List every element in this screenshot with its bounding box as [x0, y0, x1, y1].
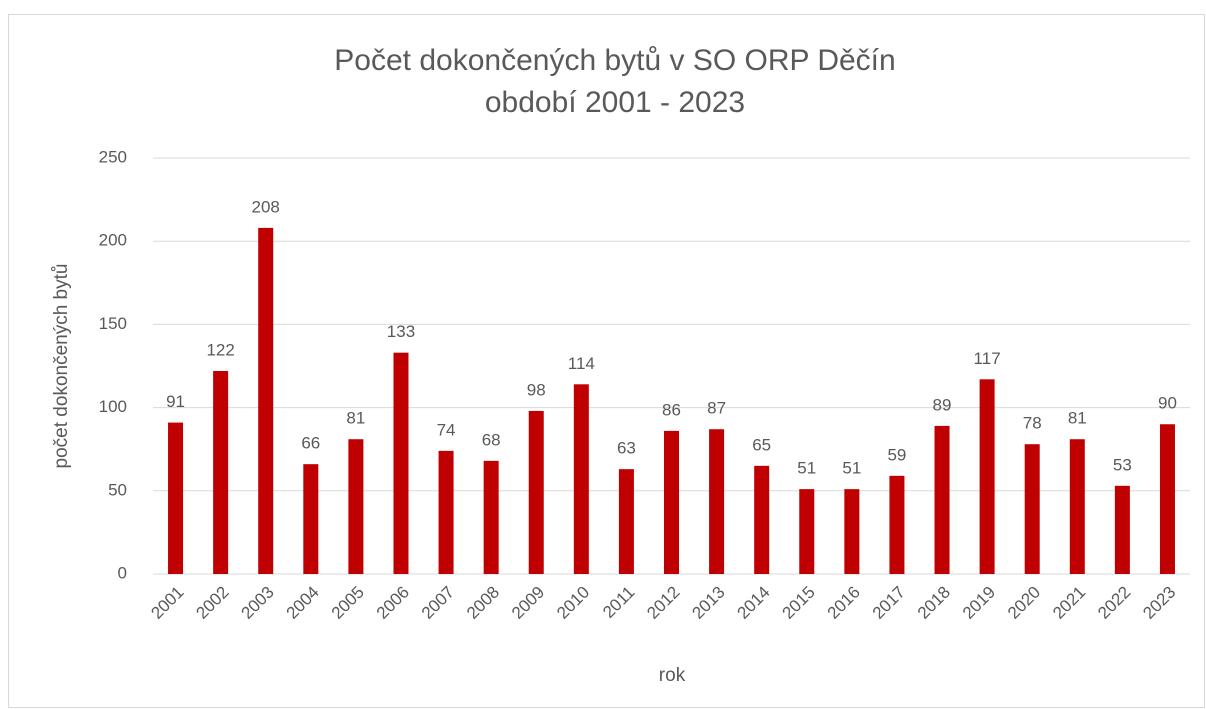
data-label: 86 — [662, 400, 681, 419]
data-label: 87 — [707, 399, 726, 418]
bar — [303, 464, 319, 574]
bar — [844, 489, 860, 574]
data-label: 90 — [1158, 394, 1177, 413]
data-label: 133 — [387, 322, 415, 341]
bar — [1159, 424, 1175, 574]
data-label: 51 — [797, 459, 816, 478]
y-tick-label: 200 — [99, 231, 127, 250]
data-label: 59 — [887, 445, 906, 464]
data-label: 68 — [482, 430, 501, 449]
bar — [754, 465, 770, 574]
y-axis-label: počet dokončených bytů — [51, 264, 72, 469]
bar — [483, 460, 499, 574]
bar — [573, 384, 589, 574]
bar — [664, 430, 679, 574]
bar — [348, 439, 364, 574]
bar — [979, 379, 995, 574]
bar — [889, 475, 905, 574]
chart-frame — [8, 14, 1205, 708]
data-label: 78 — [1023, 414, 1042, 433]
bar — [438, 450, 454, 574]
bar — [213, 370, 229, 574]
y-tick-label: 50 — [108, 480, 127, 499]
data-label: 122 — [206, 340, 234, 359]
bar — [934, 425, 950, 574]
bar — [799, 489, 815, 574]
data-label: 74 — [437, 420, 456, 439]
data-label: 89 — [933, 395, 952, 414]
data-label: 81 — [346, 409, 365, 428]
bar — [1069, 439, 1085, 574]
data-label: 91 — [166, 392, 185, 411]
data-label: 114 — [568, 354, 595, 373]
chart-title: Počet dokončených bytů v SO ORP Děčín — [334, 44, 895, 77]
data-label: 81 — [1068, 409, 1087, 428]
data-label: 51 — [842, 459, 861, 478]
data-label: 98 — [527, 380, 546, 399]
data-label: 208 — [252, 197, 280, 216]
data-label: 65 — [752, 435, 771, 454]
bar — [168, 422, 184, 574]
data-label: 66 — [301, 434, 320, 453]
chart-title: období 2001 - 2023 — [485, 86, 745, 119]
y-tick-label: 250 — [99, 147, 127, 166]
bar — [393, 352, 409, 574]
y-tick-label: 150 — [99, 314, 127, 333]
bar — [258, 227, 274, 574]
data-label: 53 — [1113, 455, 1132, 474]
bar — [1114, 485, 1130, 574]
bar — [1024, 444, 1040, 574]
y-tick-label: 0 — [118, 563, 127, 582]
x-axis-label: rok — [659, 665, 686, 686]
bar — [528, 410, 544, 574]
bar — [709, 429, 725, 574]
y-tick-label: 100 — [99, 397, 127, 416]
data-label: 63 — [617, 439, 636, 458]
bar — [618, 469, 634, 574]
data-label: 117 — [974, 349, 1001, 368]
